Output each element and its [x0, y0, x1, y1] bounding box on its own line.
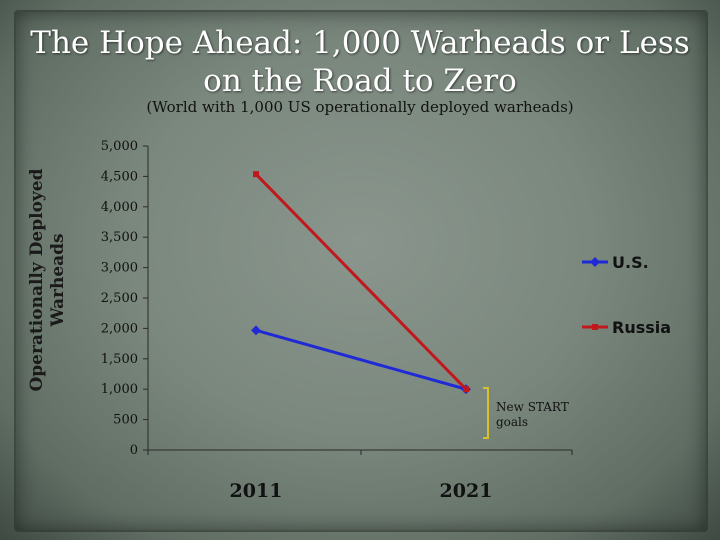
- title-line-1: The Hope Ahead: 1,000 Warheads or Less: [30, 25, 690, 61]
- legend-russia-marker: [592, 324, 598, 330]
- annotation-label: goals: [496, 415, 528, 429]
- us-data-point: [251, 325, 261, 336]
- y-tick-label: 4,000: [101, 200, 138, 215]
- y-tick-label: 1,000: [101, 382, 138, 397]
- x-tick-label: 2011: [230, 480, 283, 502]
- legend-label-russia: Russia: [612, 318, 671, 337]
- annotation-label: New START: [496, 400, 569, 414]
- russia-data-point: [253, 171, 259, 178]
- x-tick-label: 2021: [440, 480, 493, 502]
- y-tick-label: 2,500: [101, 291, 138, 306]
- legend-us-marker: [590, 257, 600, 267]
- russia-data-point: [463, 386, 469, 393]
- y-tick-label: 4,500: [101, 169, 138, 184]
- chart-subtitle: (World with 1,000 US operationally deplo…: [146, 98, 574, 116]
- y-tick-label: 5,000: [101, 139, 138, 154]
- y-tick-label: 1,500: [101, 352, 138, 367]
- y-tick-label: 0: [130, 443, 138, 458]
- new-start-bracket: [483, 387, 489, 439]
- y-tick-label: 3,500: [101, 230, 138, 245]
- y-tick-label: 500: [113, 413, 138, 428]
- us-series-line: [255, 328, 467, 391]
- legend-label-us: U.S.: [612, 253, 649, 272]
- slide-frame: [14, 10, 708, 532]
- title-line-2: on the Road to Zero: [203, 63, 517, 99]
- y-tick-label: 3,000: [101, 261, 138, 276]
- russia-series-line: [254, 173, 468, 391]
- chart-title: The Hope Ahead: 1,000 Warheads or Less o…: [0, 24, 720, 100]
- y-tick-label: 2,000: [101, 321, 138, 336]
